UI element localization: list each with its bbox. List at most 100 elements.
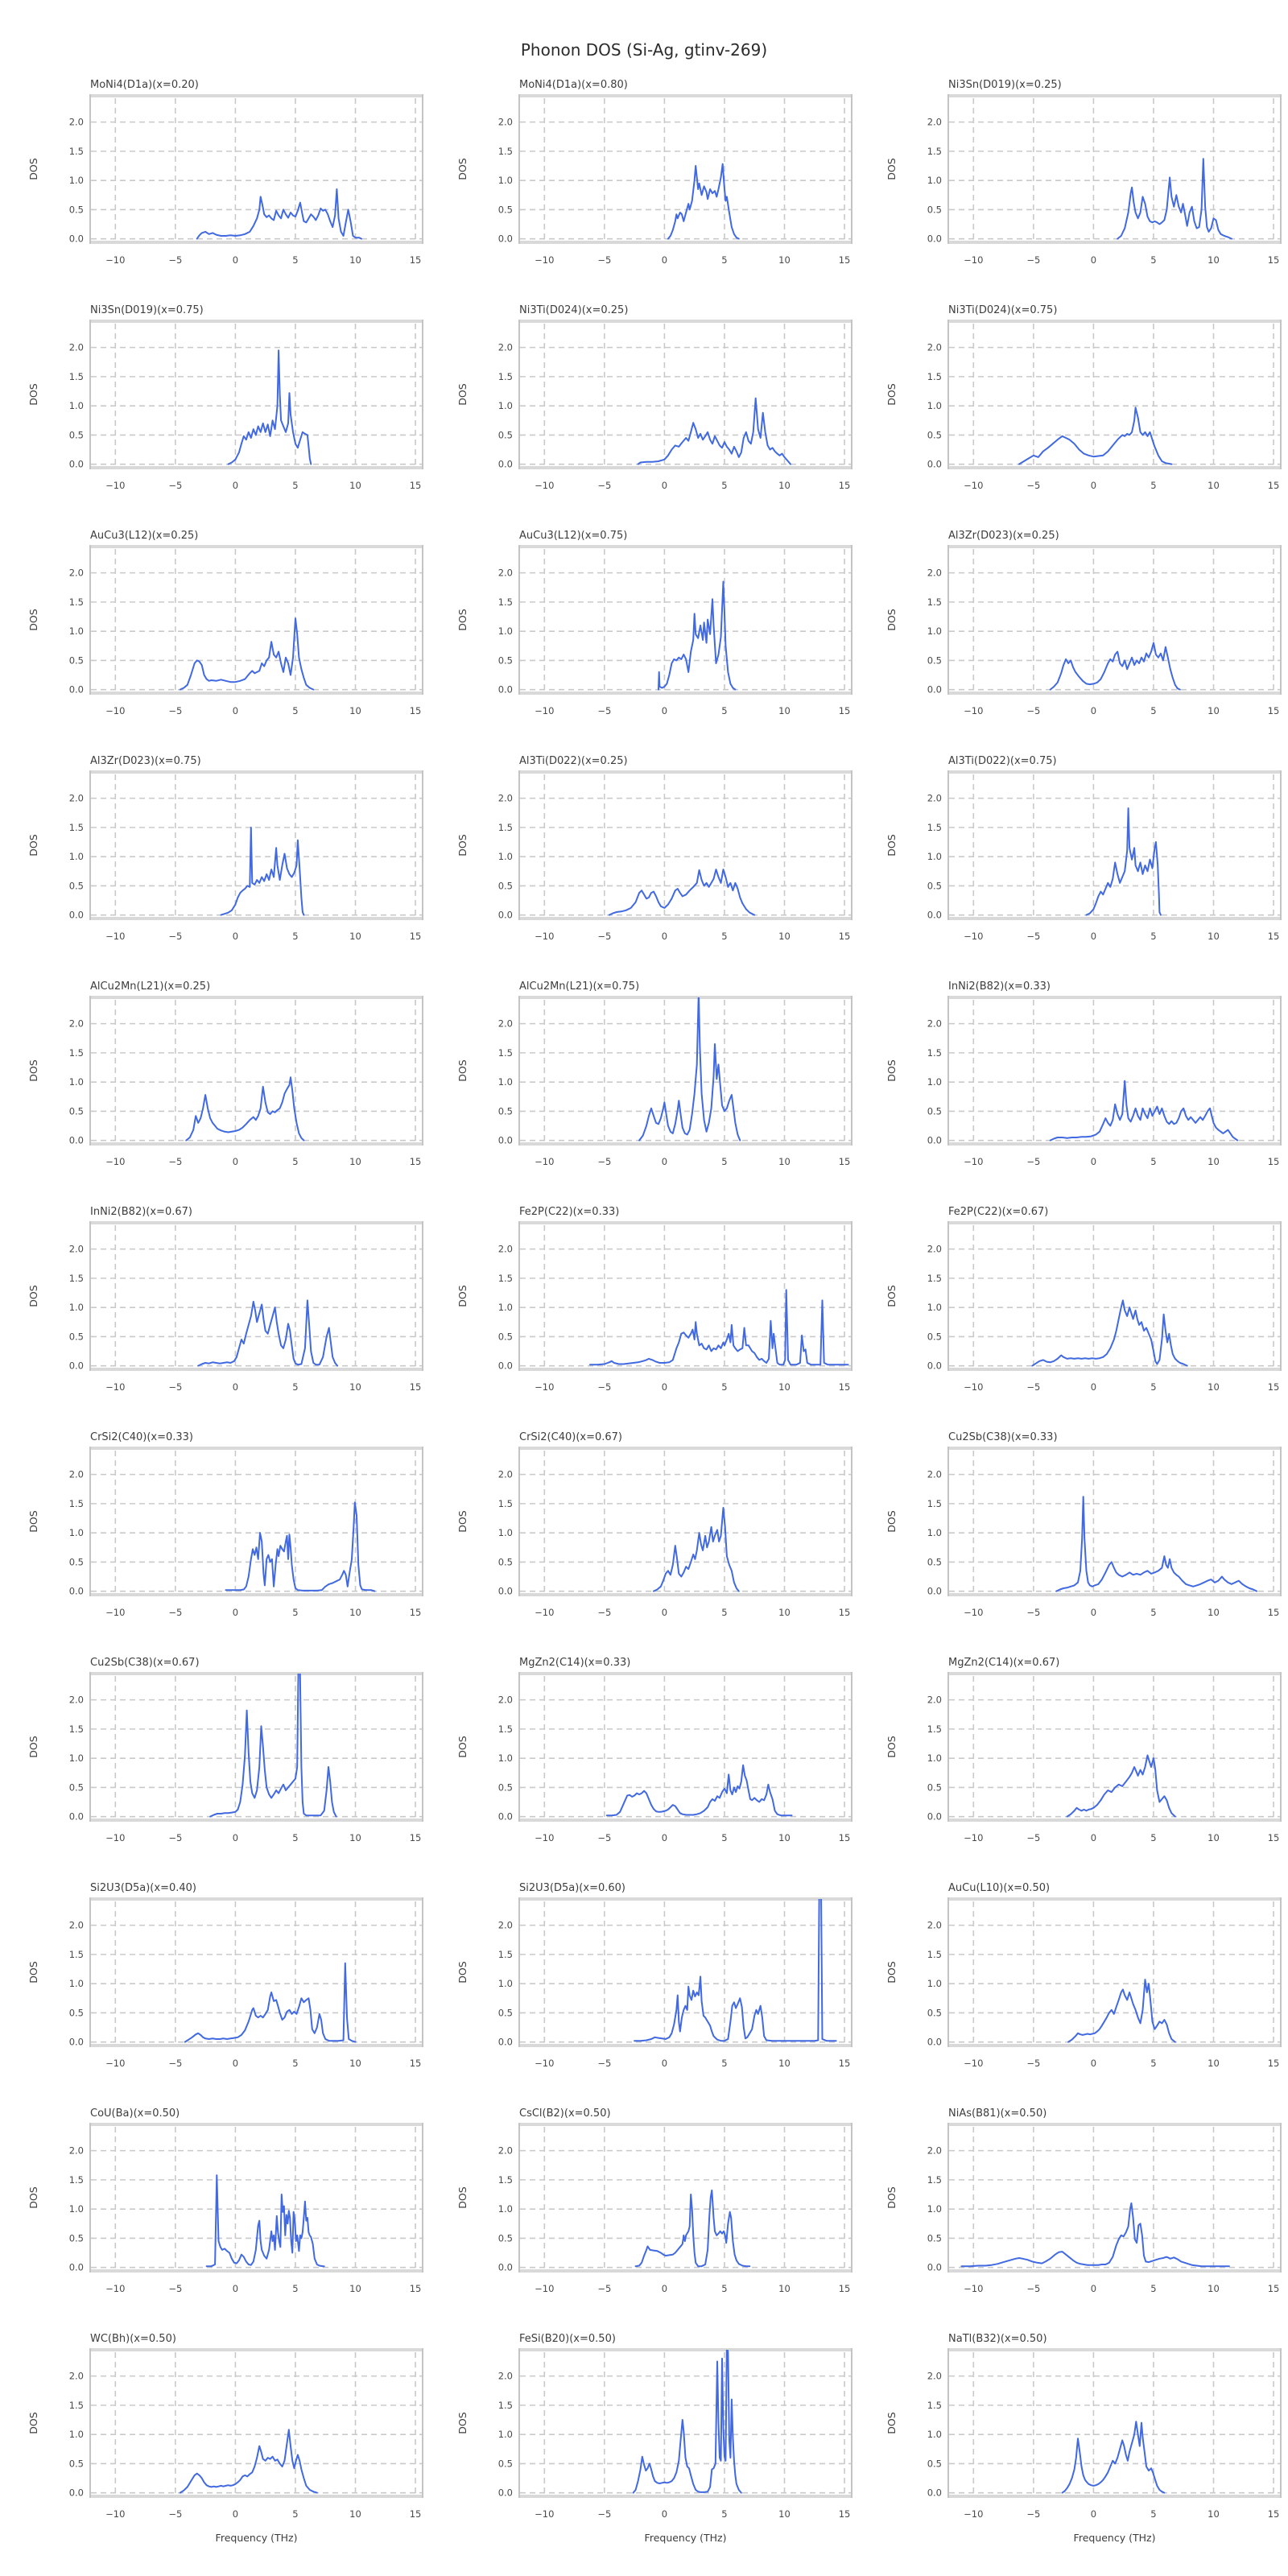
- x-tick-label: −5: [597, 2283, 611, 2294]
- x-tick-label: 10: [1208, 705, 1220, 716]
- spine-bottom: [519, 2044, 852, 2047]
- x-tick-label: 15: [839, 254, 851, 266]
- x-tick-label: 15: [839, 705, 851, 716]
- y-tick-label: 2.0: [69, 1695, 84, 1706]
- y-tick-label: 0.0: [69, 910, 84, 921]
- y-tick-label: 1.5: [927, 2174, 942, 2186]
- dos-curve: [632, 2350, 742, 2494]
- x-tick-label: −5: [168, 705, 182, 716]
- x-tick-label: 0: [662, 705, 667, 716]
- y-tick-label: 0.0: [69, 1811, 84, 1823]
- y-tick-label: 1.0: [69, 2203, 84, 2215]
- spine-left: [89, 320, 91, 469]
- y-tick-label: 1.0: [69, 2429, 84, 2440]
- spine-bottom: [519, 241, 852, 244]
- x-tick-label: 10: [349, 2508, 361, 2520]
- subplot-title: FeSi(B20)(x=0.50): [519, 2333, 616, 2345]
- y-axis-label: DOS: [886, 158, 898, 180]
- y-tick-label: 0.5: [498, 1331, 513, 1342]
- spine-top: [948, 1447, 1281, 1450]
- x-tick-label: 10: [1208, 2283, 1220, 2294]
- spine-left: [518, 94, 520, 244]
- x-tick-label: −10: [964, 1381, 983, 1393]
- y-tick-label: 1.5: [927, 597, 942, 608]
- x-tick-label: 15: [839, 480, 851, 491]
- y-tick-label: 0.0: [927, 1360, 942, 1372]
- y-tick-label: 1.0: [69, 1302, 84, 1313]
- x-tick-label: −5: [1026, 705, 1040, 716]
- y-axis-label: DOS: [27, 1736, 39, 1757]
- y-tick-label: 0.0: [69, 1135, 84, 1146]
- subplot: Fe2P(C22)(x=0.33) 0.0 0.5 1.0 1.5 2.0 −10 −5 0 5 1…: [456, 1206, 852, 1393]
- spine-bottom: [90, 241, 423, 244]
- dos-curve: [220, 826, 305, 916]
- y-tick-label: 1.0: [498, 851, 513, 862]
- subplot: CoU(Ba)(x=0.50) 0.0 0.5 1.0 1.5 2.0 −10 −5 0 5 10 1…: [27, 2107, 423, 2294]
- x-tick-label: 5: [721, 931, 727, 942]
- y-tick-label: 0.0: [498, 910, 513, 921]
- spine-right: [422, 545, 423, 695]
- y-tick-label: 1.0: [69, 1752, 84, 1764]
- y-axis-label: DOS: [27, 1961, 39, 1983]
- x-tick-label: −10: [964, 1156, 983, 1167]
- y-tick-label: 0.0: [927, 910, 942, 921]
- subplot-title: Ni3Sn(D019)(x=0.75): [90, 304, 204, 316]
- y-tick-label: 1.0: [927, 1076, 942, 1088]
- x-tick-label: 10: [349, 931, 361, 942]
- subplot: NaTl(B32)(x=0.50) 0.0 0.5 1.0 1.5 2.0 −10 −5 0 5 1…: [886, 2333, 1282, 2544]
- subplot-title: Al3Zr(D023)(x=0.75): [90, 755, 201, 767]
- y-axis-label: DOS: [456, 1510, 469, 1532]
- x-tick-label: 15: [410, 705, 422, 716]
- spine-top: [90, 1447, 423, 1450]
- subplot: InNi2(B82)(x=0.33) 0.0 0.5 1.0 1.5 2.0 −10 −5 0 5…: [886, 980, 1282, 1167]
- x-tick-label: 10: [778, 2058, 791, 2069]
- x-tick-label: 5: [292, 2508, 298, 2520]
- y-axis-label: DOS: [27, 1059, 39, 1081]
- spine-bottom: [90, 691, 423, 695]
- x-tick-label: 0: [233, 2508, 238, 2520]
- y-tick-label: 1.5: [498, 597, 513, 608]
- spine-right: [422, 94, 423, 244]
- subplot-title: Al3Zr(D023)(x=0.25): [948, 530, 1059, 542]
- subplot-title: AuCu3(L12)(x=0.75): [519, 530, 627, 542]
- y-tick-label: 2.0: [69, 2145, 84, 2157]
- spine-left: [518, 1221, 520, 1371]
- subplot-title: Ni3Ti(D024)(x=0.75): [948, 304, 1057, 316]
- spine-left: [947, 1447, 949, 1596]
- subplot: WC(Bh)(x=0.50) 0.0 0.5 1.0 1.5 2.0 −10 −5 0 5 10 15…: [27, 2333, 423, 2544]
- y-tick-label: 1.0: [69, 1076, 84, 1088]
- spine-top: [948, 2348, 1281, 2351]
- y-tick-label: 0.5: [69, 2007, 84, 2018]
- spine-top: [948, 996, 1281, 999]
- y-tick-label: 0.5: [927, 880, 942, 891]
- y-tick-label: 0.5: [498, 2007, 513, 2018]
- x-tick-label: −10: [535, 1381, 554, 1393]
- spine-right: [422, 1672, 423, 1822]
- y-tick-label: 1.5: [69, 146, 84, 157]
- y-tick-label: 2.0: [927, 2371, 942, 2382]
- y-tick-label: 1.5: [69, 2174, 84, 2186]
- y-tick-label: 0.5: [69, 2232, 84, 2244]
- y-tick-label: 1.0: [927, 1978, 942, 1989]
- y-tick-label: 0.0: [498, 233, 513, 245]
- x-tick-label: 15: [1268, 2283, 1280, 2294]
- dos-curve: [658, 580, 737, 691]
- y-tick-label: 2.0: [69, 1244, 84, 1255]
- y-tick-label: 0.5: [927, 654, 942, 666]
- y-tick-label: 0.0: [69, 1360, 84, 1372]
- y-tick-label: 1.5: [498, 2174, 513, 2186]
- y-tick-label: 0.0: [927, 459, 942, 470]
- y-tick-label: 0.5: [927, 1781, 942, 1793]
- dos-curve: [634, 1899, 837, 2042]
- x-tick-label: 15: [410, 2058, 422, 2069]
- x-tick-label: 0: [1091, 705, 1096, 716]
- y-tick-label: 2.0: [927, 2145, 942, 2157]
- y-tick-label: 1.5: [498, 1724, 513, 1735]
- spine-top: [519, 1221, 852, 1224]
- spine-left: [947, 545, 949, 695]
- x-tick-label: −10: [535, 2058, 554, 2069]
- y-tick-label: 0.5: [927, 1331, 942, 1342]
- subplot-title: Fe2P(C22)(x=0.67): [948, 1206, 1048, 1218]
- x-tick-label: 15: [839, 2283, 851, 2294]
- x-tick-label: 0: [662, 480, 667, 491]
